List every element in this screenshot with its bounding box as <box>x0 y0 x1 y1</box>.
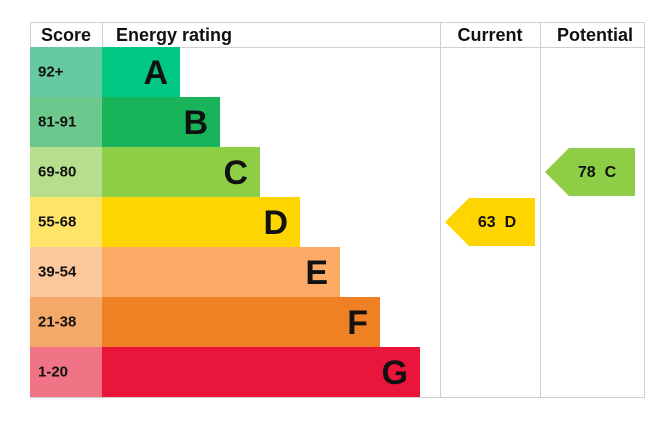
score-cell <box>30 147 102 197</box>
score-label: 92+ <box>38 64 64 81</box>
rating-bar <box>102 347 420 397</box>
score-cell <box>30 97 102 147</box>
potential-value: 78 <box>578 164 596 181</box>
header-potential: Potential <box>557 25 633 45</box>
header-current: Current <box>457 25 522 45</box>
rating-bar <box>102 197 300 247</box>
potential-arrow <box>545 148 635 196</box>
score-label: 39-54 <box>38 264 77 281</box>
rating-letter: E <box>305 254 328 292</box>
potential-letter: C <box>605 164 617 181</box>
rating-bar <box>102 147 260 197</box>
rating-bar <box>102 97 220 147</box>
rating-bar <box>102 247 340 297</box>
score-label: 81-91 <box>38 114 76 131</box>
score-label: 69-80 <box>38 164 76 181</box>
score-cell <box>30 47 102 97</box>
score-label: 55-68 <box>38 214 76 231</box>
potential-label: 78 C <box>578 164 617 181</box>
rating-letter: A <box>143 54 168 92</box>
rating-letter: G <box>382 354 408 392</box>
score-label: 1-20 <box>38 364 68 381</box>
rating-letter: C <box>223 154 248 192</box>
score-cell <box>30 297 102 347</box>
rating-bar <box>102 47 180 97</box>
rating-letter: F <box>347 304 368 342</box>
current-value: 63 <box>478 214 496 231</box>
header-rating: Energy rating <box>116 25 232 45</box>
current-arrow <box>445 198 535 246</box>
rating-bar <box>102 297 380 347</box>
score-cell <box>30 197 102 247</box>
rating-letter: B <box>183 104 208 142</box>
header-score: Score <box>41 25 91 45</box>
rating-letter: D <box>263 204 288 242</box>
current-label: 63 D <box>478 214 516 231</box>
score-label: 21-38 <box>38 314 76 331</box>
current-letter: D <box>505 214 517 231</box>
score-cell <box>30 347 102 397</box>
score-cell <box>30 247 102 297</box>
